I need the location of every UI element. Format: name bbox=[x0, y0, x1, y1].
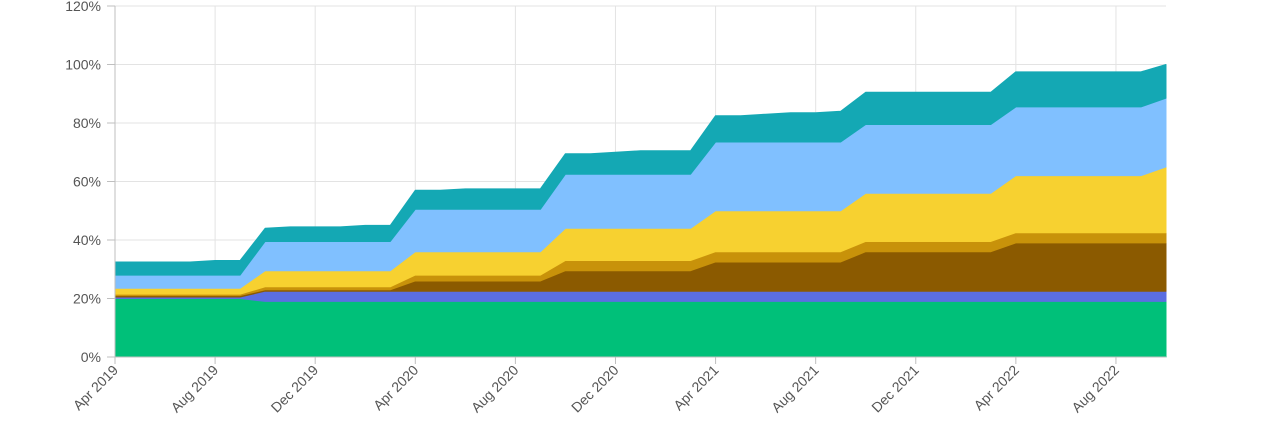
x-tick-label: Apr 2022 bbox=[970, 362, 1022, 414]
x-tick-label: Apr 2019 bbox=[70, 362, 122, 414]
x-tick-label: Dec 2020 bbox=[568, 362, 622, 416]
y-tick-label: 80% bbox=[73, 115, 101, 131]
x-tick-label: Dec 2019 bbox=[268, 362, 322, 416]
x-tick-label: Aug 2019 bbox=[168, 362, 222, 416]
x-tick-label: Aug 2021 bbox=[768, 362, 822, 416]
x-tick-labels: Apr 2019 Aug 2019 Dec 2019 Apr 2020 Aug 2020… bbox=[70, 362, 1123, 416]
y-tick-label: 0% bbox=[81, 349, 101, 365]
x-tick-label: Aug 2022 bbox=[1068, 362, 1122, 416]
x-tick-label: Dec 2021 bbox=[868, 362, 922, 416]
y-tick-label: 40% bbox=[73, 232, 101, 248]
area-series-group bbox=[114, 64, 1167, 358]
x-tick-label: Aug 2020 bbox=[468, 362, 522, 416]
x-tick-label: Apr 2021 bbox=[670, 362, 722, 414]
y-tick-label: 60% bbox=[73, 174, 101, 190]
y-tick-label: 120% bbox=[65, 0, 101, 14]
x-tick-label: Apr 2020 bbox=[370, 362, 422, 414]
area-series-7 bbox=[114, 64, 1167, 276]
axes bbox=[107, 5, 1166, 364]
area-series-2 bbox=[114, 290, 1167, 302]
area-series-1 bbox=[114, 298, 1167, 358]
y-tick-labels: 0% 20% 40% 60% 80% 100% 120% bbox=[65, 0, 101, 365]
y-tick-label: 100% bbox=[65, 57, 101, 73]
y-tick-label: 20% bbox=[73, 291, 101, 307]
